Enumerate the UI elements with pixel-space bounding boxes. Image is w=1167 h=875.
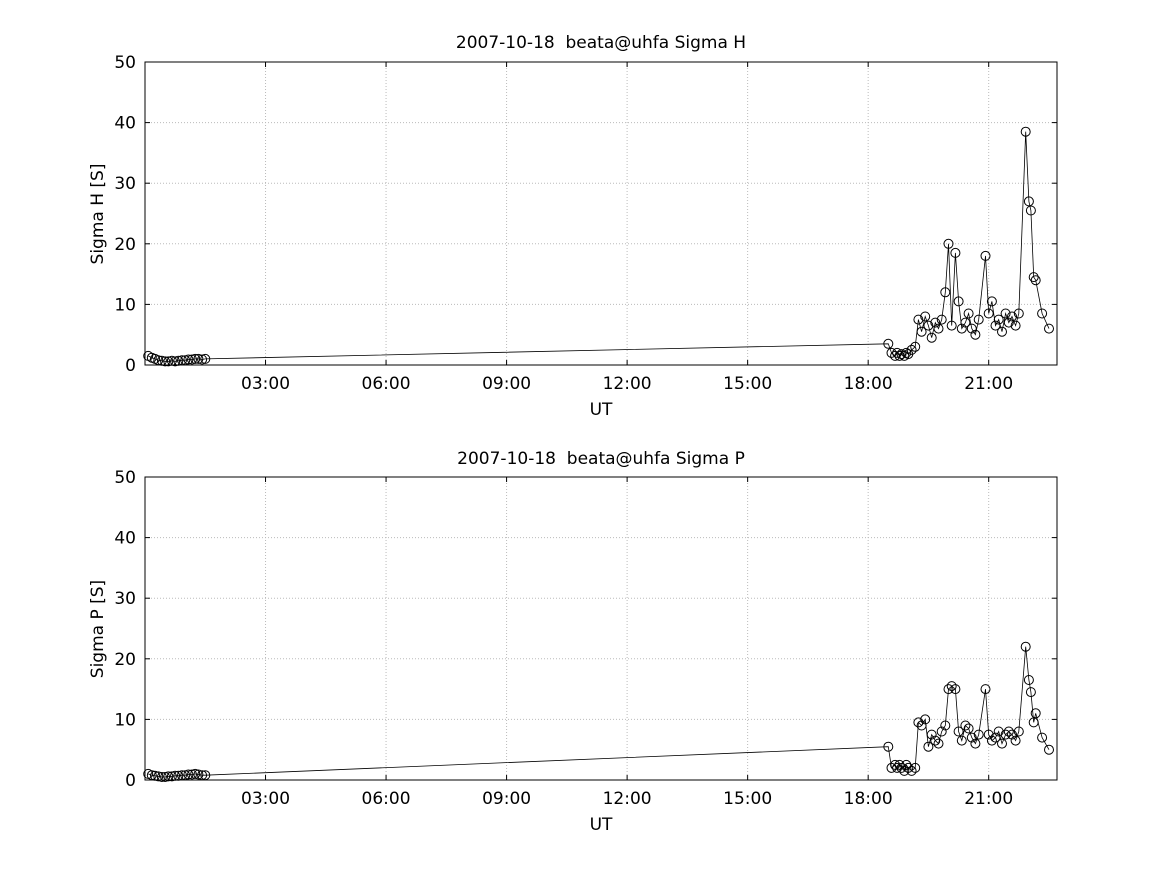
svg-text:20: 20 bbox=[114, 650, 136, 670]
sigma-h-chart: 2007-10-18 beata@uhfa Sigma H Sigma H [S… bbox=[0, 0, 1167, 437]
svg-text:50: 50 bbox=[114, 468, 136, 488]
svg-text:10: 10 bbox=[114, 295, 136, 315]
svg-text:03:00: 03:00 bbox=[241, 374, 290, 394]
sigma-p-plot: 03:00 06:00 09:00 12:00 15:00 18:00 21:00 0 10 20… bbox=[114, 468, 1058, 809]
svg-text:18:00: 18:00 bbox=[844, 789, 893, 809]
svg-text:21:00: 21:00 bbox=[964, 374, 1013, 394]
sigma-p-xlabel: UT bbox=[589, 815, 613, 835]
sigma-h-title: 2007-10-18 beata@uhfa Sigma H bbox=[455, 33, 747, 53]
svg-text:12:00: 12:00 bbox=[603, 374, 652, 394]
svg-text:09:00: 09:00 bbox=[482, 789, 531, 809]
svg-text:30: 30 bbox=[114, 174, 136, 194]
svg-text:40: 40 bbox=[114, 114, 136, 134]
svg-text:12:00: 12:00 bbox=[603, 789, 652, 809]
sigma-h-plot: 03:00 06:00 09:00 12:00 15:00 18:00 21:00 0 10 20… bbox=[114, 53, 1058, 394]
svg-text:40: 40 bbox=[114, 529, 136, 549]
sigma-h-xlabel: UT bbox=[589, 400, 613, 420]
svg-text:0: 0 bbox=[125, 771, 136, 791]
sigma-p-title: 2007-10-18 beata@uhfa Sigma P bbox=[457, 449, 745, 469]
sigma-p-chart: 2007-10-18 beata@uhfa Sigma P Sigma P [S… bbox=[0, 437, 1167, 875]
svg-text:09:00: 09:00 bbox=[482, 374, 531, 394]
svg-text:10: 10 bbox=[114, 710, 136, 730]
svg-text:18:00: 18:00 bbox=[844, 374, 893, 394]
svg-text:50: 50 bbox=[114, 53, 136, 73]
svg-text:15:00: 15:00 bbox=[723, 374, 772, 394]
svg-text:15:00: 15:00 bbox=[723, 789, 772, 809]
svg-text:20: 20 bbox=[114, 235, 136, 255]
svg-text:0: 0 bbox=[125, 356, 136, 376]
svg-text:06:00: 06:00 bbox=[362, 789, 411, 809]
svg-text:30: 30 bbox=[114, 589, 136, 609]
svg-text:06:00: 06:00 bbox=[362, 374, 411, 394]
svg-text:03:00: 03:00 bbox=[241, 789, 290, 809]
svg-text:21:00: 21:00 bbox=[964, 789, 1013, 809]
